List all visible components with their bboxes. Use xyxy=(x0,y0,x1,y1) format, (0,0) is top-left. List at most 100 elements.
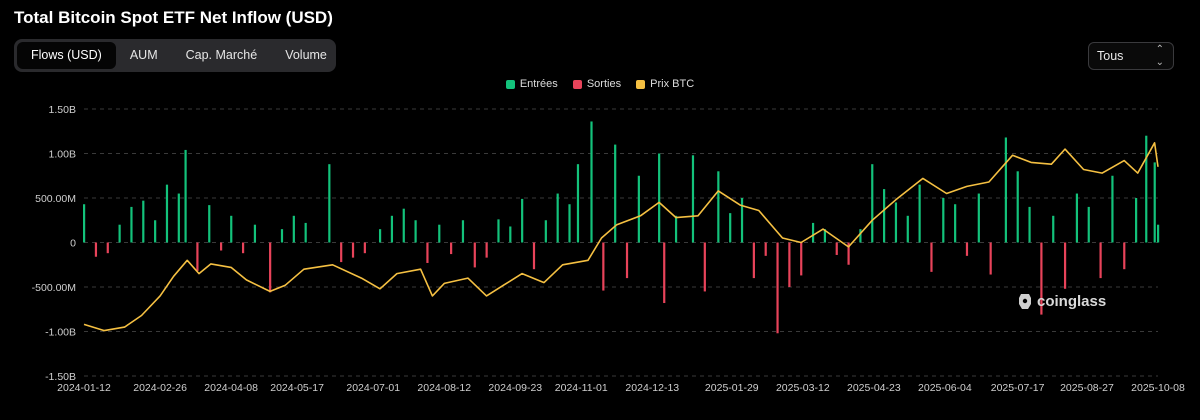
outflow-bar xyxy=(241,242,245,254)
outflow-bar xyxy=(752,242,755,279)
inflow-bar xyxy=(1087,206,1090,243)
coinglass-watermark: coinglass xyxy=(1018,292,1106,310)
inflow-bar xyxy=(942,198,945,243)
outflow-bar xyxy=(847,242,850,265)
outflow-bar xyxy=(965,242,969,256)
time-range-select[interactable]: Tous ⌃ ⌄ xyxy=(1088,42,1174,70)
inflow-bar xyxy=(883,189,886,243)
watermark-text: coinglass xyxy=(1037,292,1107,310)
x-tick-label: 2024-08-12 xyxy=(417,382,471,394)
x-tick-label: 2024-04-08 xyxy=(204,382,258,394)
outflow-bar xyxy=(340,242,343,263)
inflow-bar xyxy=(977,193,980,243)
y-tick-label: -1.00B xyxy=(45,327,76,339)
outflow-bar xyxy=(196,242,199,271)
inflow-bar xyxy=(811,222,815,243)
inflow-bar xyxy=(118,224,121,243)
inflow-bar xyxy=(823,229,827,243)
inflow-bar xyxy=(954,204,957,243)
inflow-bar xyxy=(576,164,580,243)
inflow-bar xyxy=(674,215,678,243)
tab-aum[interactable]: AUM xyxy=(129,48,158,62)
chevron-up-down-icon: ⌃ ⌄ xyxy=(1155,44,1164,68)
outflow-bar xyxy=(1040,242,1043,315)
btc-price-line xyxy=(83,142,1159,332)
inflow-bar xyxy=(461,220,465,243)
x-tick-label: 2024-07-01 xyxy=(346,382,400,394)
y-tick-label: 1.50B xyxy=(49,104,76,116)
outflow-bar xyxy=(1123,242,1126,270)
inflow-bar xyxy=(521,198,524,243)
inflow-bar xyxy=(292,215,295,243)
outflow-bar xyxy=(663,242,666,304)
inflow-bar xyxy=(328,164,331,243)
inflow-bar xyxy=(691,155,695,243)
x-tick-label: 2024-12-13 xyxy=(625,382,679,394)
inflow-bar xyxy=(378,229,382,243)
outflow-bar xyxy=(602,242,605,291)
outflow-bar xyxy=(219,242,223,251)
inflow-bar xyxy=(142,200,145,243)
x-tick-label: 2024-01-12 xyxy=(57,382,111,394)
inflow-bar xyxy=(280,229,284,243)
legend-item-outflow[interactable]: Sorties xyxy=(572,78,621,90)
inflow-bar xyxy=(614,144,617,243)
outflow-bar xyxy=(800,242,803,276)
outflow-bar xyxy=(1063,242,1067,289)
legend-swatch-price xyxy=(636,79,646,89)
inflow-bar xyxy=(1004,137,1007,243)
inflow-bar xyxy=(1028,206,1031,243)
inflow-bar xyxy=(208,205,211,243)
outflow-bar xyxy=(473,242,476,268)
y-tick-label: 500.00M xyxy=(35,193,76,205)
outflow-bar xyxy=(532,242,536,270)
inflow-bar xyxy=(894,202,898,243)
tab-flows[interactable]: Flows (USD) xyxy=(17,42,116,69)
inflow-bar xyxy=(658,153,661,243)
inflow-bar xyxy=(184,149,187,243)
tab-market-cap[interactable]: Cap. Marché xyxy=(185,48,258,62)
inflow-bar xyxy=(590,121,593,243)
inflow-bar xyxy=(438,224,441,243)
legend-swatch-inflow xyxy=(505,79,515,89)
x-tick-label: 2025-08-27 xyxy=(1060,382,1114,394)
inflow-bar xyxy=(83,204,86,243)
legend-item-price[interactable]: Prix BTC xyxy=(636,78,694,90)
x-tick-label: 2024-09-23 xyxy=(488,382,542,394)
x-tick-label: 2025-10-08 xyxy=(1131,382,1185,394)
inflow-bar xyxy=(918,184,921,243)
inflow-bar xyxy=(177,193,180,243)
inflow-bar xyxy=(1145,135,1148,243)
inflow-bar xyxy=(509,226,512,243)
inflow-bar xyxy=(165,184,169,243)
inflow-bar xyxy=(1111,175,1114,243)
legend-label-inflow: Entrées xyxy=(519,78,558,90)
outflow-bar xyxy=(450,242,453,255)
inflow-bar xyxy=(1052,215,1055,243)
inflow-bar xyxy=(1075,193,1079,243)
y-tick-label: 1.00B xyxy=(49,149,76,161)
inflow-bar xyxy=(1135,198,1138,243)
inflow-bar xyxy=(304,222,307,243)
chart-legend: Entrées Sorties Prix BTC xyxy=(0,78,1200,92)
x-tick-label: 2025-07-17 xyxy=(991,382,1045,394)
outflow-bar xyxy=(94,242,98,257)
inflow-bar xyxy=(497,219,500,243)
outflow-bar xyxy=(989,242,992,275)
inflow-bar xyxy=(740,198,744,243)
inflow-bar xyxy=(402,208,405,243)
legend-item-inflow[interactable]: Entrées xyxy=(505,78,558,90)
outflow-bar xyxy=(485,242,488,258)
inflow-bar xyxy=(556,193,559,243)
y-tick-label: -500.00M xyxy=(32,282,76,294)
tab-volume[interactable]: Volume xyxy=(285,48,327,62)
inflow-bar xyxy=(871,164,874,243)
x-tick-label: 2025-03-12 xyxy=(776,382,830,394)
x-tick-label: 2025-04-23 xyxy=(847,382,901,394)
inflow-bar xyxy=(729,213,732,243)
outflow-bar xyxy=(625,242,629,279)
inflow-bar xyxy=(637,175,640,243)
inflow-bar xyxy=(390,215,394,243)
x-tick-label: 2025-06-04 xyxy=(918,382,972,394)
